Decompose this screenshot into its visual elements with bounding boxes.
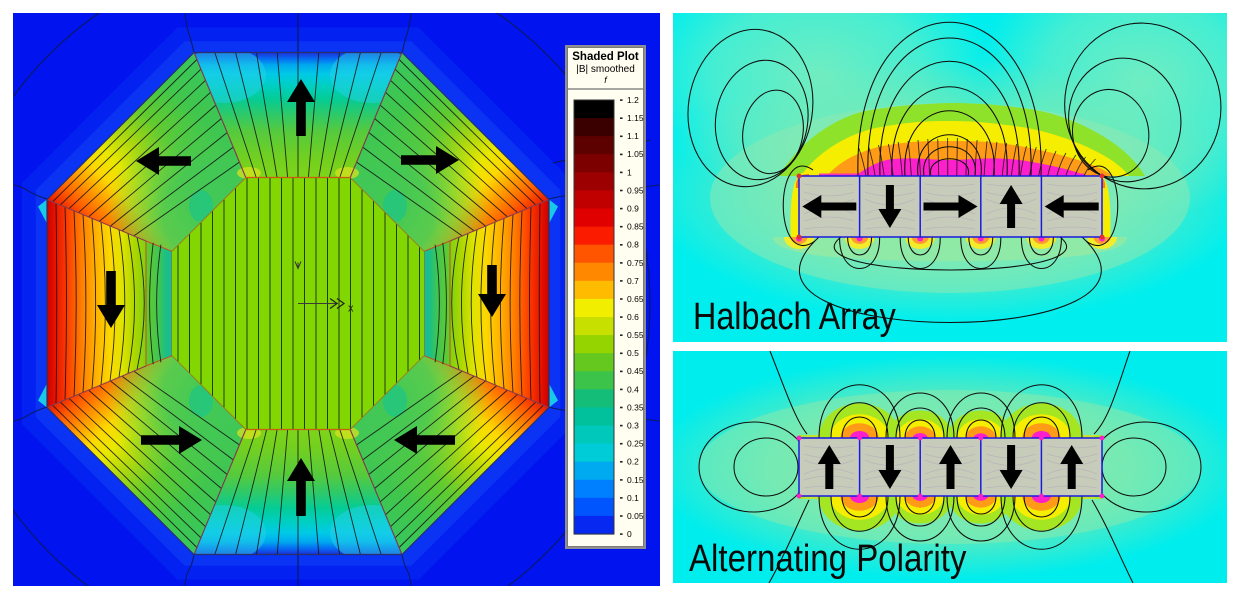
svg-text:0.2: 0.2 bbox=[627, 457, 639, 467]
svg-text:0.3: 0.3 bbox=[627, 421, 639, 431]
svg-text:0.6: 0.6 bbox=[627, 312, 639, 322]
svg-text:0.05: 0.05 bbox=[627, 511, 644, 521]
svg-text:0.35: 0.35 bbox=[627, 402, 644, 412]
svg-text:1.05: 1.05 bbox=[627, 149, 644, 159]
svg-text:0.7: 0.7 bbox=[627, 276, 639, 286]
svg-text:0.8: 0.8 bbox=[627, 240, 639, 250]
svg-text:0: 0 bbox=[627, 529, 632, 539]
svg-text:0.15: 0.15 bbox=[627, 475, 644, 485]
svg-text:0.4: 0.4 bbox=[627, 384, 639, 394]
svg-text:f: f bbox=[604, 75, 608, 85]
svg-text:0.55: 0.55 bbox=[627, 330, 644, 340]
svg-text:1.15: 1.15 bbox=[627, 113, 644, 123]
svg-text:0.45: 0.45 bbox=[627, 366, 644, 376]
svg-text:0.9: 0.9 bbox=[627, 204, 639, 214]
svg-text:0.75: 0.75 bbox=[627, 258, 644, 268]
svg-text:1: 1 bbox=[627, 167, 632, 177]
svg-text:Halbach Array: Halbach Array bbox=[693, 296, 896, 338]
svg-text:|B| smoothed: |B| smoothed bbox=[576, 64, 635, 75]
svg-text:0.65: 0.65 bbox=[627, 294, 644, 304]
svg-text:0.25: 0.25 bbox=[627, 439, 644, 449]
svg-text:1.1: 1.1 bbox=[627, 131, 639, 141]
svg-text:0.1: 0.1 bbox=[627, 493, 639, 503]
svg-text:1.2: 1.2 bbox=[627, 95, 639, 105]
svg-text:0.95: 0.95 bbox=[627, 185, 644, 195]
svg-text:Shaded Plot: Shaded Plot bbox=[572, 51, 639, 63]
svg-text:Alternating Polarity: Alternating Polarity bbox=[689, 537, 967, 580]
svg-text:x: x bbox=[348, 303, 354, 315]
svg-text:0.5: 0.5 bbox=[627, 348, 639, 358]
svg-text:0.85: 0.85 bbox=[627, 222, 644, 232]
